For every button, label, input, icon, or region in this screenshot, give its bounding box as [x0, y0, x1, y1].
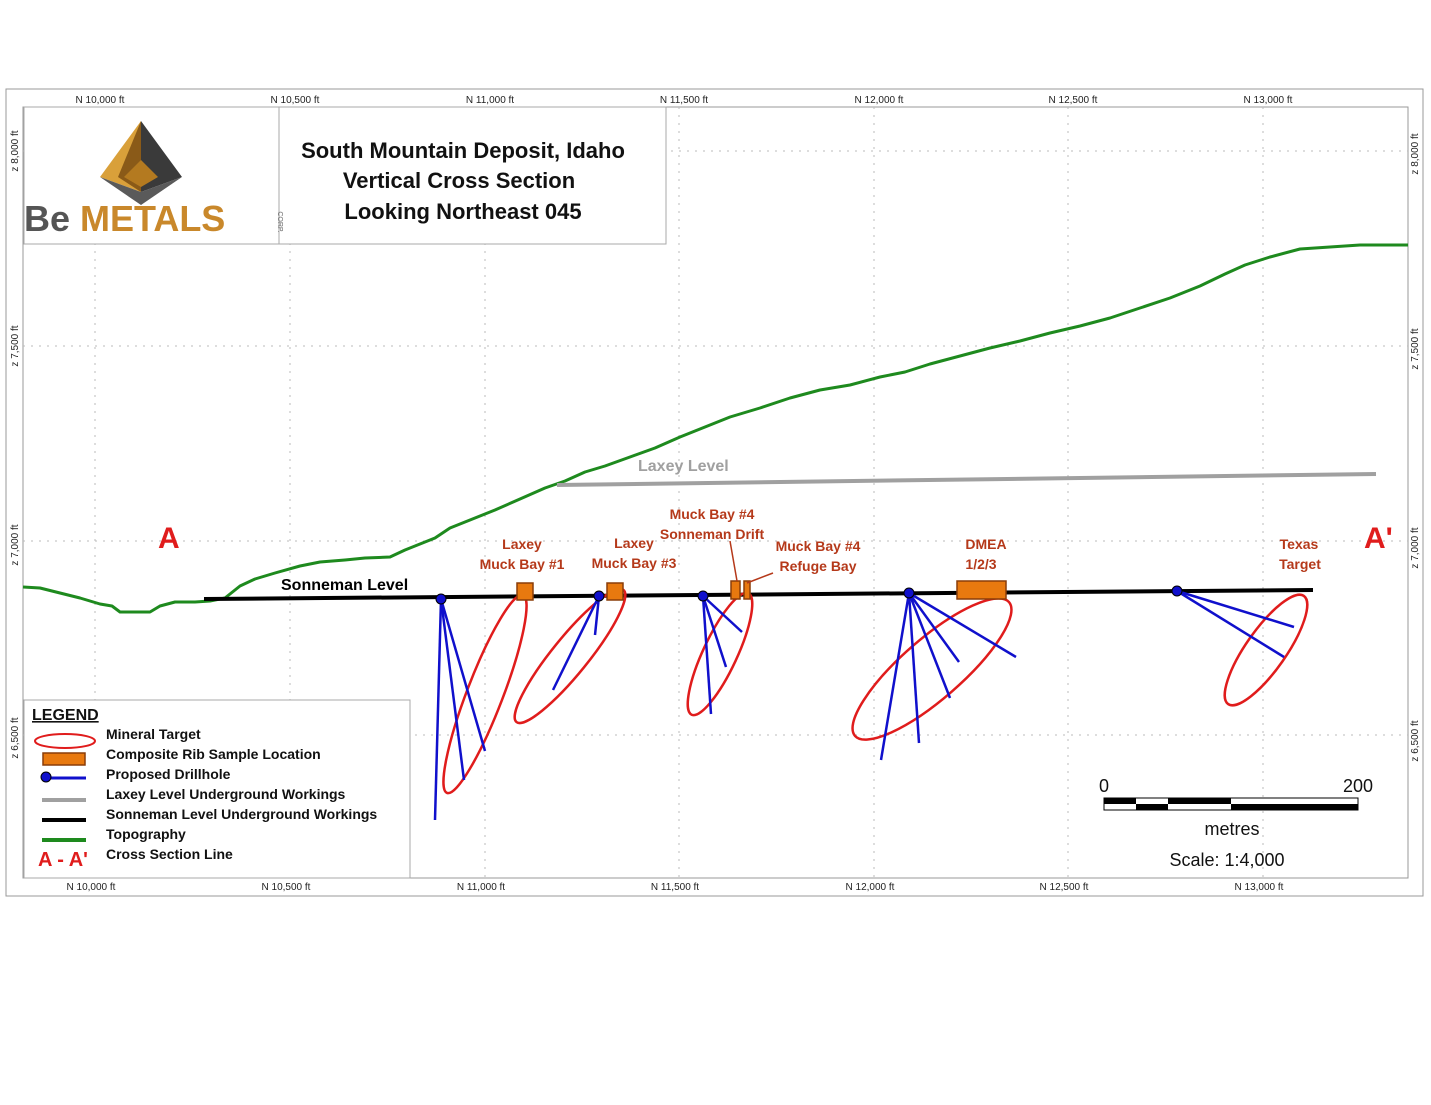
- legend-item-1: Composite Rib Sample Location: [106, 746, 321, 762]
- legend-mineral-target-symbol: [34, 733, 96, 749]
- x-tick-bottom-1: N 10,500 ft: [262, 882, 311, 893]
- legend-item-0: Mineral Target: [106, 726, 201, 742]
- title-line-3: Looking Northeast 045: [344, 199, 581, 224]
- drillholes: [433, 589, 1295, 821]
- label-laxey3-line2: Muck Bay #3: [592, 555, 677, 571]
- x-tick-bottom-0: N 10,000 ft: [67, 882, 116, 893]
- x-tick-top-0: N 10,000 ft: [76, 95, 125, 106]
- legend: LEGEND A - A' Mineral Target Composite R…: [23, 699, 411, 879]
- label-muck4-drift-line2: Sonneman Drift: [660, 526, 765, 542]
- z-tick-right-0: z 8,000 ft: [1410, 133, 1421, 174]
- outer-frame: [5, 88, 1424, 897]
- x-tick-top-4: N 12,000 ft: [855, 95, 904, 106]
- legend-item-5: Topography: [106, 826, 186, 842]
- z-tick-right-2: z 7,000 ft: [1410, 527, 1421, 568]
- sample-laxey3: [606, 582, 624, 601]
- sample-laxey1: [516, 582, 534, 601]
- label-texas-line1: Texas: [1280, 536, 1319, 552]
- label-texas-line2: Target: [1279, 556, 1321, 572]
- x-tick-bottom-2: N 11,000 ft: [457, 882, 505, 893]
- label-muck4-refuge-line2: Refuge Bay: [779, 558, 856, 574]
- drillhole-collars: [435, 585, 1183, 605]
- label-laxey3-line1: Laxey: [614, 535, 654, 551]
- x-tick-bottom-4: N 12,000 ft: [846, 882, 895, 893]
- logo-metals: METALS: [80, 198, 225, 239]
- z-tick-left-0: z 8,000 ft: [10, 130, 21, 171]
- mineral-targets: [442, 587, 1309, 795]
- legend-item-2: Proposed Drillhole: [106, 766, 231, 782]
- legend-sample-symbol: [42, 752, 86, 766]
- inner-frame: [22, 106, 1409, 879]
- z-tick-left-1: z 7,500 ft: [10, 325, 21, 366]
- sonneman-level-label: Sonneman Level: [281, 577, 408, 594]
- legend-section-symbol: A - A': [38, 849, 88, 871]
- x-tick-bottom-5: N 12,500 ft: [1040, 882, 1089, 893]
- label-muck4-drift-line1: Muck Bay #4: [670, 506, 755, 522]
- legend-item-6: Cross Section Line: [106, 846, 233, 862]
- x-tick-top-5: N 12,500 ft: [1049, 95, 1098, 106]
- label-laxey1-line2: Muck Bay #1: [480, 556, 565, 572]
- legend-item-3: Laxey Level Underground Workings: [106, 786, 346, 802]
- mineral-target-texas: [1223, 593, 1309, 707]
- z-tick-right-3: z 6,500 ft: [1410, 720, 1421, 761]
- section-end-marker: A': [1364, 522, 1393, 555]
- sample-muck4-drift: [730, 580, 741, 600]
- label-dmea-line1: DMEA: [965, 536, 1006, 552]
- legend-title: LEGEND: [32, 707, 99, 724]
- sonneman-level-line: [203, 588, 1314, 601]
- z-tick-left-2: z 7,000 ft: [10, 524, 21, 565]
- scale-bar: 0 200 metres Scale: 1:4,000: [1099, 776, 1373, 870]
- laxey-level-line: [556, 472, 1377, 487]
- sample-dmea: [956, 580, 1007, 600]
- title-line-2: Vertical Cross Section: [343, 168, 575, 193]
- sample-muck4-refuge: [743, 580, 751, 600]
- topography-line: [22, 243, 1408, 614]
- x-tick-top-1: N 10,500 ft: [271, 95, 320, 106]
- logo-corp: CORP.: [276, 211, 283, 232]
- x-tick-top-6: N 13,000 ft: [1244, 95, 1293, 106]
- legend-item-4: Sonneman Level Underground Workings: [106, 806, 377, 822]
- mineral-target-muck4: [686, 591, 754, 717]
- title-line-1: South Mountain Deposit, Idaho: [301, 138, 625, 163]
- bemetals-logo: Be METALS CORP.: [24, 121, 283, 239]
- label-laxey1-line1: Laxey: [502, 536, 542, 552]
- scale-max: 200: [1343, 776, 1373, 796]
- scale-ratio: Scale: 1:4,000: [1169, 850, 1284, 870]
- x-tick-bottom-6: N 13,000 ft: [1235, 882, 1284, 893]
- scale-unit: metres: [1204, 819, 1259, 839]
- laxey-level-label: Laxey Level: [638, 458, 729, 475]
- section-start-marker: A: [158, 522, 180, 555]
- label-dmea-line2: 1/2/3: [965, 556, 996, 572]
- x-tick-top-2: N 11,000 ft: [466, 95, 514, 106]
- scale-min: 0: [1099, 776, 1109, 796]
- x-tick-bottom-3: N 11,500 ft: [651, 882, 699, 893]
- logo-be: Be: [24, 198, 70, 239]
- x-tick-top-3: N 11,500 ft: [660, 95, 708, 106]
- sample-locations: [516, 580, 1007, 601]
- z-tick-left-3: z 6,500 ft: [10, 717, 21, 758]
- z-tick-right-1: z 7,500 ft: [1410, 328, 1421, 369]
- label-muck4-refuge-line1: Muck Bay #4: [776, 538, 861, 554]
